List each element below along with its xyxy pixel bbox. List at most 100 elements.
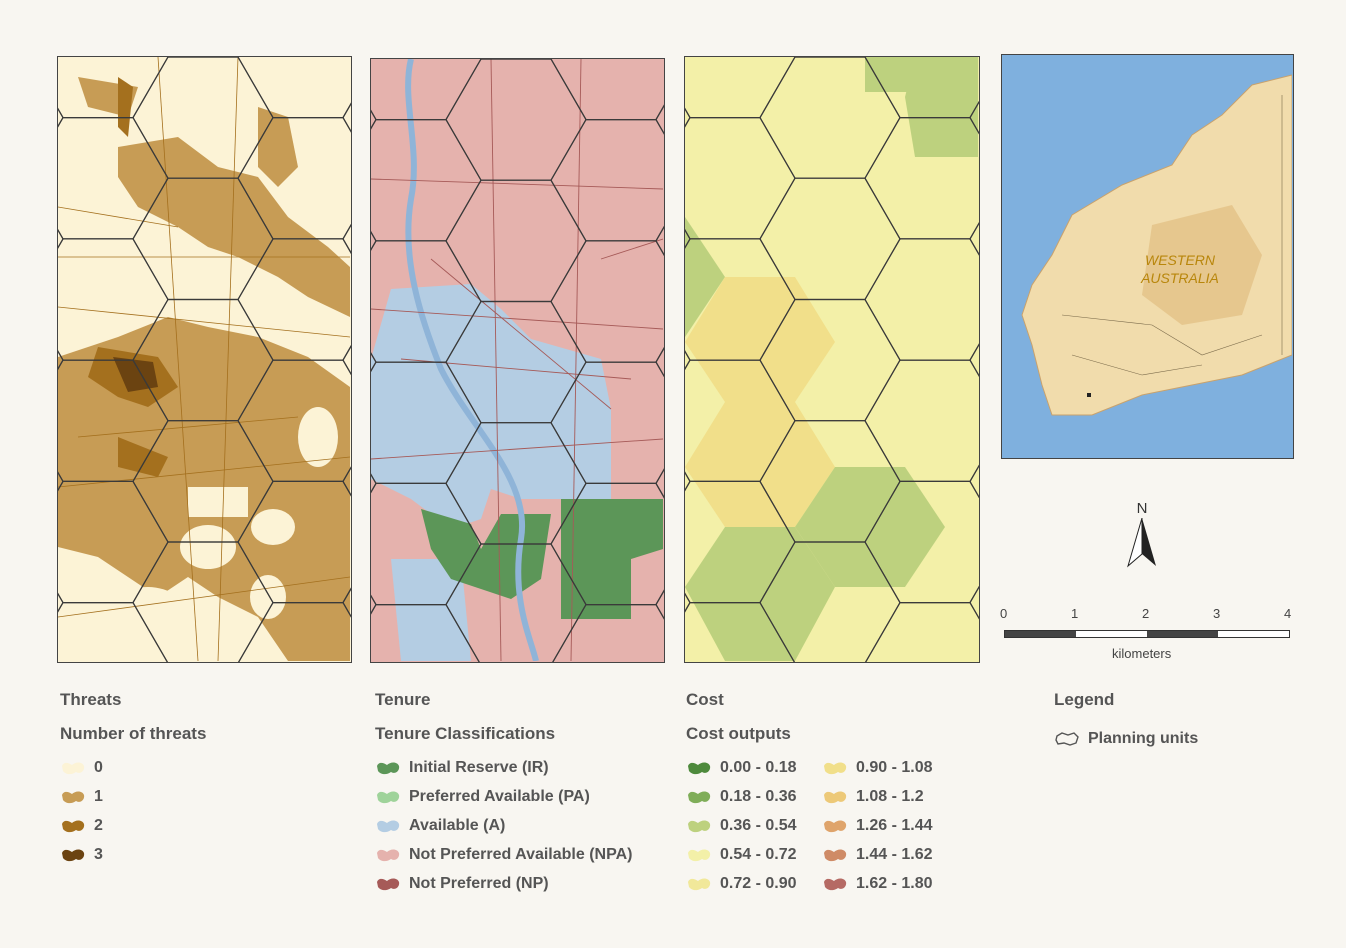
legend-swatch-icon	[377, 878, 400, 890]
planning-unit-hex	[236, 787, 376, 908]
north-arrow-icon	[1127, 517, 1156, 568]
planning-unit-hex	[58, 592, 64, 613]
cost-legend-item: 1.26 - 1.44	[822, 811, 958, 840]
cost-legend-item: 0.18 - 0.36	[686, 782, 822, 811]
planning-unit-hex	[970, 0, 1110, 57]
cost-legend-label: 1.44 - 1.62	[856, 845, 933, 863]
threats-legend-item: 0	[60, 753, 206, 782]
planning-unit-icon	[1055, 731, 1079, 746]
scale-tick-0: 0	[1000, 606, 1008, 621]
scale-tick-1: 1	[1071, 606, 1079, 621]
legend-planning-units-label: Planning units	[1088, 729, 1199, 747]
planning-unit-hex	[58, 107, 64, 128]
legend-swatch-icon	[824, 878, 847, 890]
threats-title: Threats	[60, 690, 122, 709]
tenure-legend-label: Not Preferred Available (NPA)	[409, 845, 633, 863]
threats-legend: Threats Number of threats 0 1 2 3	[60, 690, 206, 869]
legend-swatch-icon	[688, 849, 711, 861]
planning-unit-hex	[0, 0, 63, 57]
threats-legend-label: 2	[94, 816, 103, 834]
planning-unit-hex	[0, 785, 63, 906]
cost-legend-label: 1.08 - 1.2	[856, 787, 924, 805]
legend-swatch-icon	[824, 820, 847, 832]
inset-label-line2: AUSTRALIA	[1140, 270, 1219, 286]
scale-tick-3: 3	[1213, 606, 1221, 621]
cost-legend-label: 0.36 - 0.54	[720, 816, 797, 834]
cost-legend-label: 0.72 - 0.90	[720, 874, 797, 892]
cost-legend-item: 0.90 - 1.08	[822, 753, 958, 782]
cost-legend-label: 0.54 - 0.72	[720, 845, 797, 863]
inset-label-line1: WESTERN	[1145, 252, 1216, 268]
north-arrow: N	[1124, 500, 1160, 572]
threats-subtitle: Number of threats	[60, 724, 207, 743]
legend-swatch-icon	[377, 849, 400, 861]
scale-bar: 0 1 2 3 4 kilometers	[1000, 606, 1300, 666]
scale-tick-4: 4	[1284, 606, 1292, 621]
cost-legend-label: 0.00 - 0.18	[720, 758, 797, 776]
tenure-title: Tenure	[375, 690, 431, 709]
tenure-legend-item: Not Preferred Available (NPA)	[375, 840, 632, 869]
tenure-legend-item: Initial Reserve (IR)	[375, 753, 632, 782]
cost-legend-item: 0.36 - 0.54	[686, 811, 822, 840]
threats-map	[57, 56, 352, 663]
legend-swatch-icon	[688, 791, 711, 803]
threats-legend-label: 1	[94, 787, 103, 805]
cost-legend-item: 0.54 - 0.72	[686, 840, 822, 869]
planning-unit-hex	[58, 350, 64, 370]
legend-swatch-icon	[62, 791, 85, 803]
location-marker	[1087, 393, 1091, 397]
threats-legend-item: 3	[60, 840, 206, 869]
legend-swatch-icon	[824, 791, 847, 803]
cost-legend-label: 0.90 - 1.08	[856, 758, 933, 776]
planning-unit-hex	[343, 0, 483, 57]
tenure-legend-label: Not Preferred (NP)	[409, 874, 549, 892]
planning-unit-hex	[236, 665, 376, 786]
tenure-legend: Tenure Tenure Classifications Initial Re…	[375, 690, 632, 898]
cost-subtitle: Cost outputs	[686, 724, 791, 743]
legend-swatch-icon	[824, 762, 847, 774]
legend-swatch-icon	[62, 762, 85, 774]
legend-swatch-icon	[377, 762, 400, 774]
cost-legend-label: 0.18 - 0.36	[720, 787, 797, 805]
legend-swatch-icon	[688, 762, 711, 774]
planning-unit-hex	[236, 0, 376, 59]
planning-unit-hex	[58, 229, 64, 249]
planning-unit-hex	[58, 471, 64, 492]
threats-legend-item: 1	[60, 782, 206, 811]
inset-map: WESTERN AUSTRALIA	[1001, 54, 1294, 459]
north-label: N	[1136, 500, 1148, 517]
map-legend: Legend Planning units	[1054, 690, 1198, 753]
legend-swatch-icon	[688, 878, 711, 890]
planning-unit-hex	[238, 724, 378, 845]
tenure-map	[370, 58, 665, 663]
cost-legend-item: 1.62 - 1.80	[822, 869, 958, 898]
scale-unit: kilometers	[1112, 646, 1172, 661]
cost-map	[684, 56, 980, 663]
cost-legend-label: 1.26 - 1.44	[856, 816, 933, 834]
threats-legend-label: 3	[94, 845, 103, 863]
planning-unit-hex	[0, 663, 63, 784]
legend-planning-units: Planning units	[1054, 724, 1198, 753]
tenure-legend-item: Preferred Available (PA)	[375, 782, 632, 811]
legend-swatch-icon	[688, 820, 711, 832]
legend-swatch-icon	[824, 849, 847, 861]
cost-legend: Cost Cost outputs 0.00 - 0.18 0.90 - 1.08…	[686, 690, 958, 898]
legend-swatch-icon	[62, 849, 85, 861]
planning-unit-hex	[167, 57, 239, 58]
legend-swatch-icon	[377, 820, 400, 832]
threats-legend-label: 0	[94, 758, 103, 776]
tenure-legend-label: Preferred Available (PA)	[409, 787, 590, 805]
legend-swatch-icon	[377, 791, 400, 803]
planning-unit-hex	[480, 59, 552, 60]
cost-hex-fills	[685, 57, 978, 661]
planning-unit-hex	[970, 785, 1110, 906]
tenure-legend-label: Available (A)	[409, 816, 506, 834]
cost-legend-item: 1.08 - 1.2	[822, 782, 958, 811]
threats-legend-item: 2	[60, 811, 206, 840]
legend-swatch-icon	[62, 820, 85, 832]
planning-unit-hex	[656, 0, 796, 59]
cost-title: Cost	[686, 690, 724, 709]
cost-legend-item: 0.00 - 0.18	[686, 753, 822, 782]
tenure-legend-item: Available (A)	[375, 811, 632, 840]
legend-title: Legend	[1054, 690, 1115, 709]
